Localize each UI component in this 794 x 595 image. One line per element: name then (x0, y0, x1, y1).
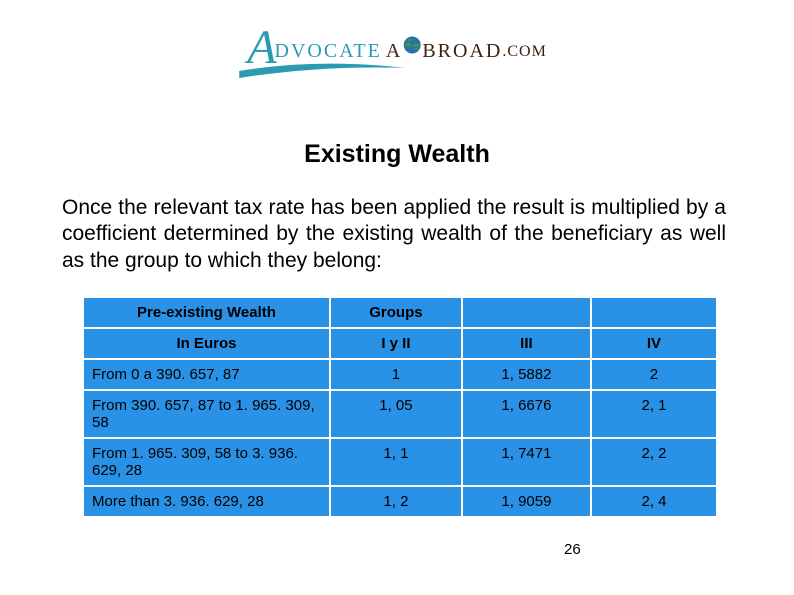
wealth-coefficient-table: Pre-existing Wealth Groups In Euros I y … (82, 296, 718, 518)
cell-wealth: From 1. 965. 309, 58 to 3. 936. 629, 28 (83, 438, 330, 486)
cell-g3: 2, 2 (591, 438, 717, 486)
cell-wealth: From 390. 657, 87 to 1. 965. 309, 58 (83, 390, 330, 438)
logo-text-dotcom: .COM (502, 43, 546, 61)
cell-g1: 1, 2 (330, 486, 462, 517)
cell-g3: 2, 1 (591, 390, 717, 438)
table-header-row-1: Pre-existing Wealth Groups (83, 297, 717, 328)
table-row: From 390. 657, 87 to 1. 965. 309, 58 1, … (83, 390, 717, 438)
header-blank-2 (591, 297, 717, 328)
header-in-euros: In Euros (83, 328, 330, 359)
cell-g2: 1, 7471 (462, 438, 591, 486)
header-group-4: IV (591, 328, 717, 359)
cell-wealth: More than 3. 936. 629, 28 (83, 486, 330, 517)
cell-g1: 1, 1 (330, 438, 462, 486)
header-groups: Groups (330, 297, 462, 328)
cell-wealth: From 0 a 390. 657, 87 (83, 359, 330, 390)
cell-g2: 1, 9059 (462, 486, 591, 517)
page-title: Existing Wealth (0, 140, 794, 169)
table-row: More than 3. 936. 629, 28 1, 2 1, 9059 2… (83, 486, 717, 517)
page-number: 26 (564, 541, 581, 558)
header-blank-1 (462, 297, 591, 328)
table-row: From 1. 965. 309, 58 to 3. 936. 629, 28 … (83, 438, 717, 486)
logo-text-a2: A (386, 40, 402, 63)
logo-text-dvocate: DVOCATE (275, 40, 382, 63)
cell-g2: 1, 5882 (462, 359, 591, 390)
header-pre-existing-wealth: Pre-existing Wealth (83, 297, 330, 328)
header-group-3: III (462, 328, 591, 359)
table-row: From 0 a 390. 657, 87 1 1, 5882 2 (83, 359, 717, 390)
cell-g1: 1, 05 (330, 390, 462, 438)
intro-paragraph: Once the relevant tax rate has been appl… (62, 195, 726, 274)
cell-g2: 1, 6676 (462, 390, 591, 438)
cell-g3: 2 (591, 359, 717, 390)
table-header-row-2: In Euros I y II III IV (83, 328, 717, 359)
cell-g3: 2, 4 (591, 486, 717, 517)
logo-text-broad: BROAD (422, 40, 502, 63)
header-group-1-2: I y II (330, 328, 462, 359)
logo: A DVOCATE A BROAD .COM (247, 20, 547, 75)
cell-g1: 1 (330, 359, 462, 390)
